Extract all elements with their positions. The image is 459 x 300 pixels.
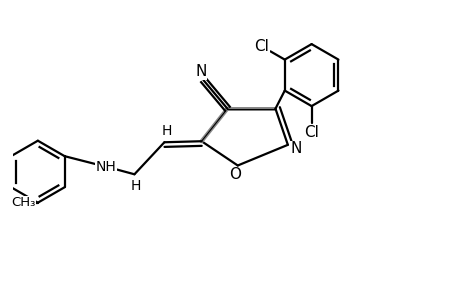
Text: Cl: Cl <box>303 125 319 140</box>
Text: N: N <box>195 64 206 79</box>
Text: CH₃: CH₃ <box>11 196 35 209</box>
Text: O: O <box>229 167 241 182</box>
Text: H: H <box>162 124 172 138</box>
Text: N: N <box>290 142 302 157</box>
Text: H: H <box>130 178 140 193</box>
Text: Cl: Cl <box>253 39 269 54</box>
Text: NH: NH <box>95 160 116 173</box>
